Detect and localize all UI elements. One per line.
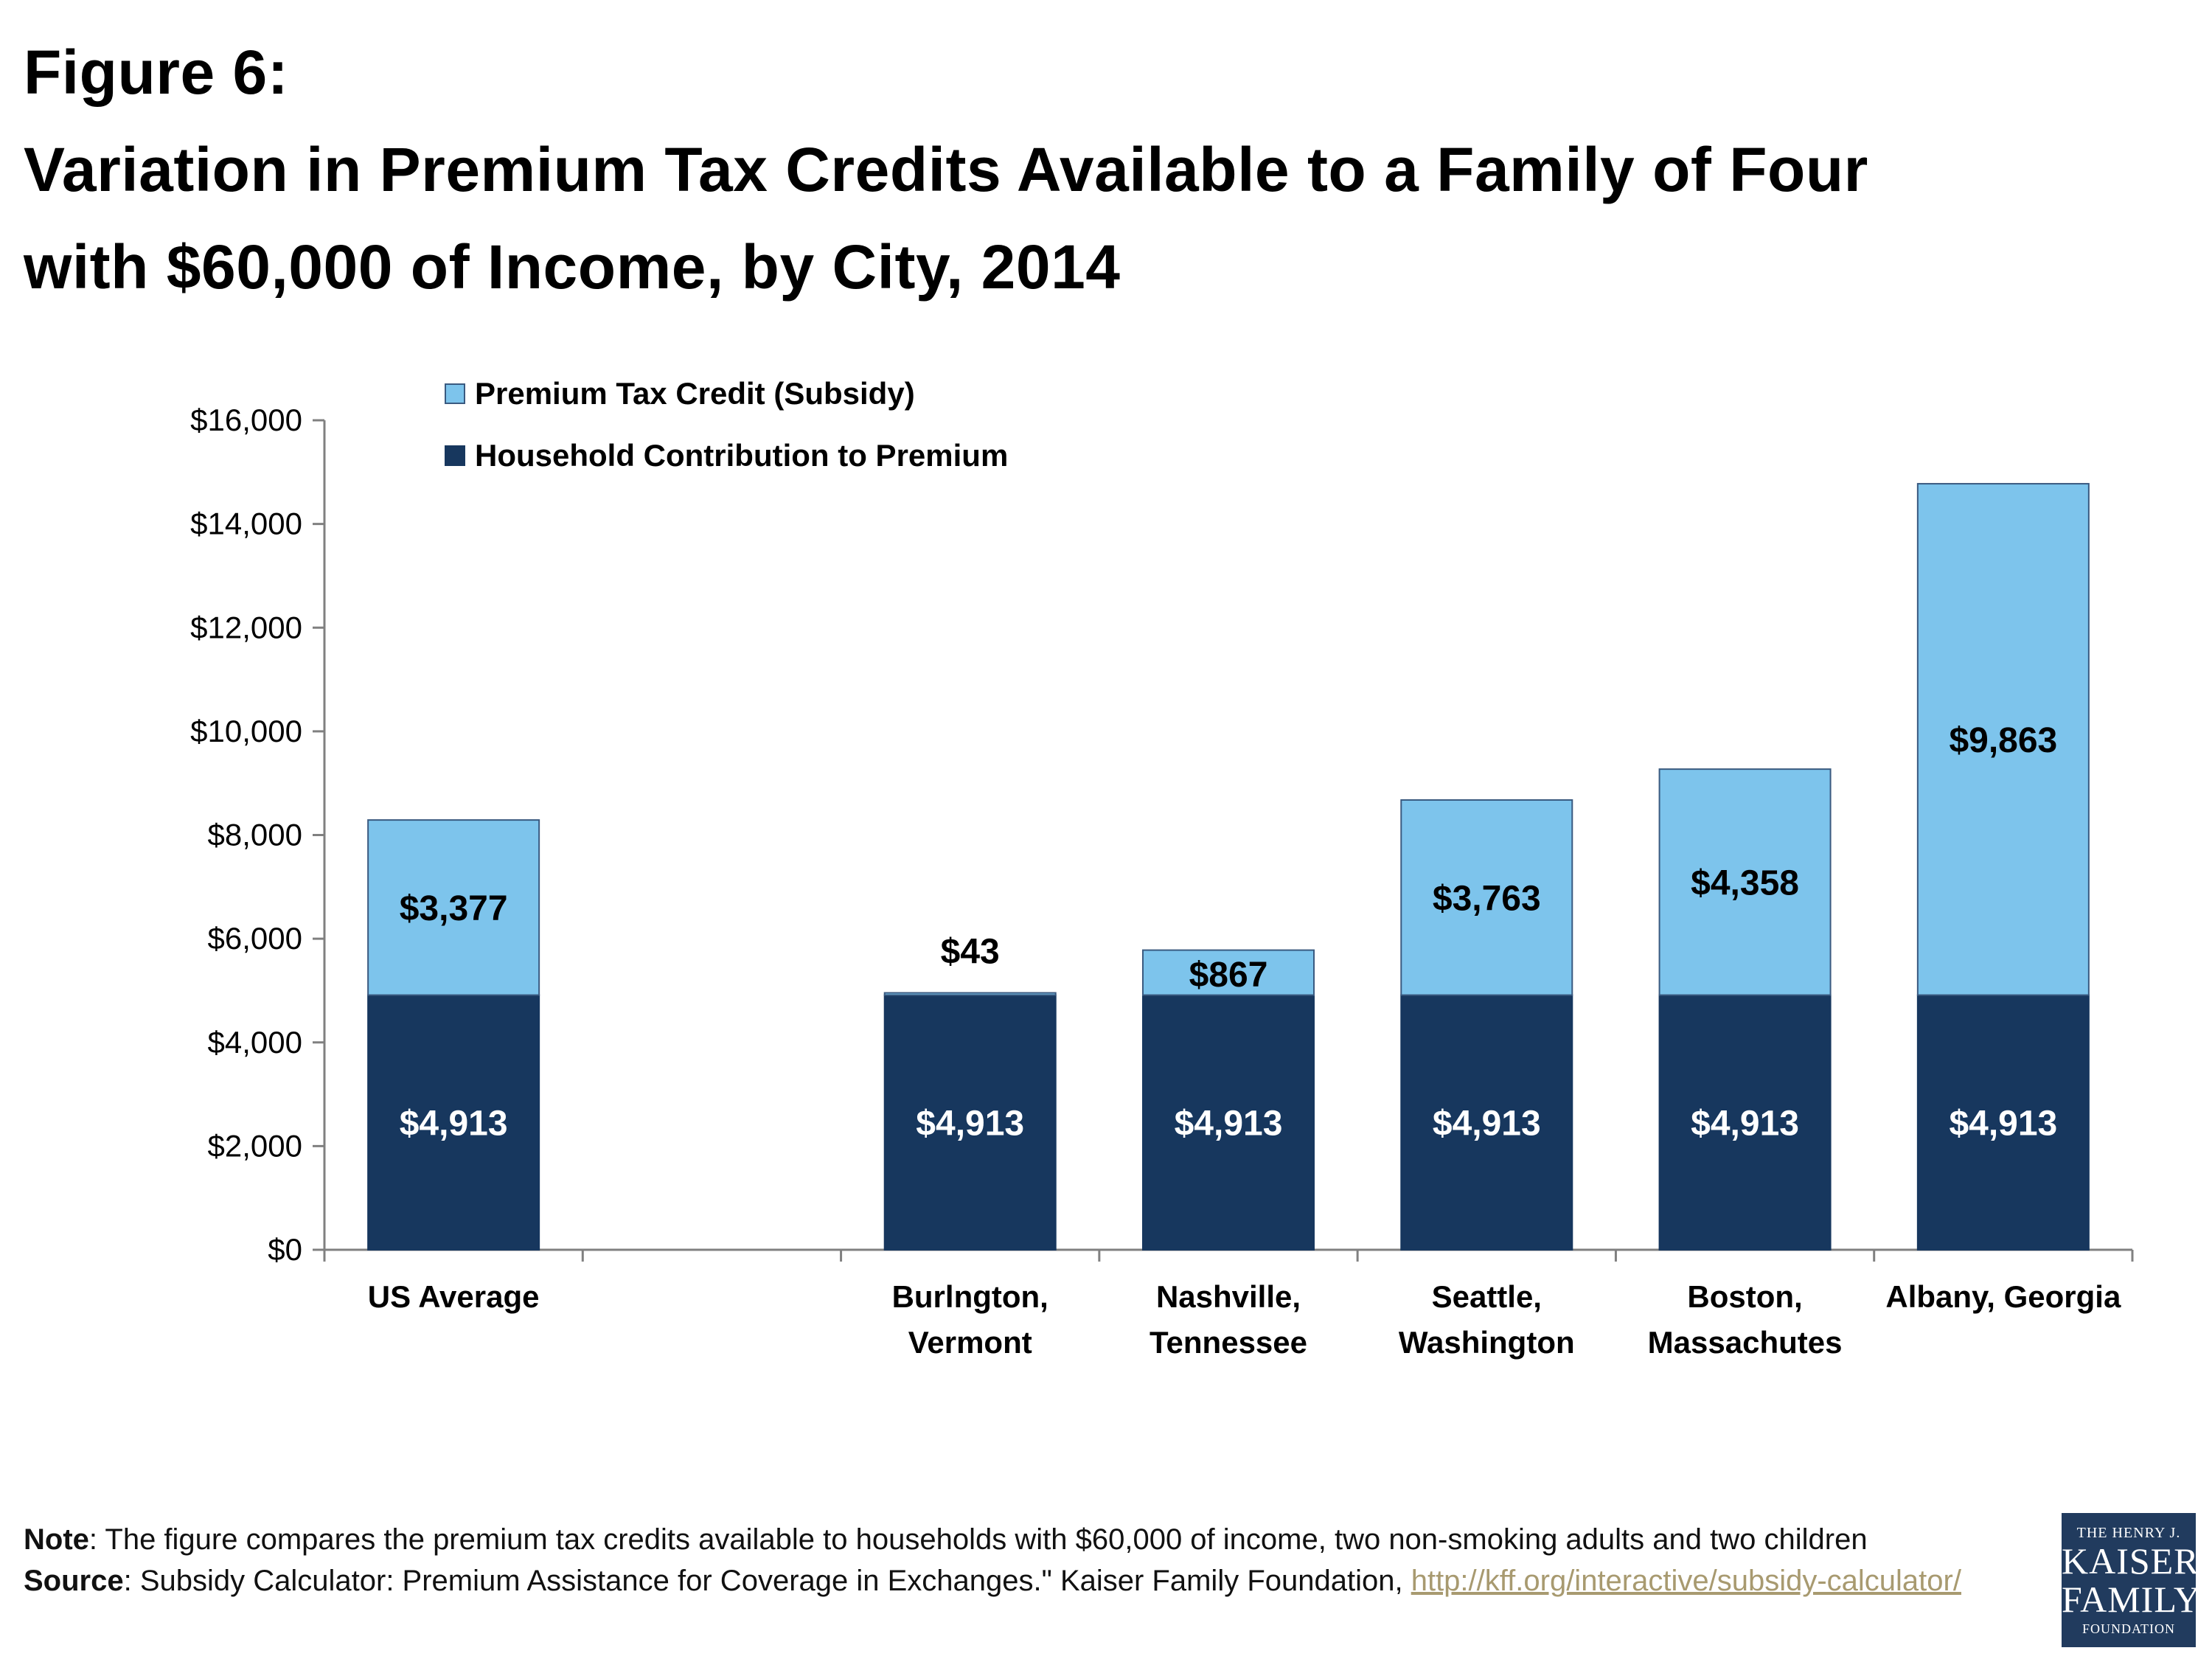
kff-logo: THE HENRY J. KAISER FAMILY FOUNDATION xyxy=(2062,1513,2201,1647)
logo-line-2: KAISER xyxy=(2062,1540,2199,1582)
y-tick-label: $10,000 xyxy=(190,714,302,748)
data-label-household: $4,913 xyxy=(400,1104,508,1143)
y-tick-label: $2,000 xyxy=(208,1128,302,1163)
data-label-subsidy: $4,358 xyxy=(1691,863,1799,902)
note-text: : The figure compares the premium tax cr… xyxy=(88,1523,1868,1556)
bar-household xyxy=(883,994,1057,1251)
y-tick-label: $12,000 xyxy=(190,610,302,644)
y-tick-label: $6,000 xyxy=(208,921,302,956)
logo-line-3: FAMILY xyxy=(2062,1579,2201,1620)
source-line: Source: Subsidy Calculator: Premium Assi… xyxy=(24,1560,2059,1601)
bar-subsidy xyxy=(1142,949,1315,996)
y-tick-label: $16,000 xyxy=(190,403,302,437)
bar-subsidy xyxy=(1400,799,1573,996)
x-category-label: Tennessee xyxy=(1150,1325,1307,1360)
source-text: : Subsidy Calculator: Premium Assistance… xyxy=(123,1565,1411,1597)
legend-swatch-subsidy xyxy=(445,383,465,404)
data-label-household: $4,913 xyxy=(1949,1104,2057,1143)
bar-household xyxy=(367,994,540,1251)
x-category-label: Seattle, xyxy=(1432,1279,1542,1314)
bar-subsidy xyxy=(1916,483,2090,996)
source-link[interactable]: http://kff.org/interactive/subsidy-calcu… xyxy=(1411,1565,1961,1597)
bar-subsidy xyxy=(1658,768,1832,996)
data-label-household: $4,913 xyxy=(1691,1104,1799,1143)
y-tick-label: $14,000 xyxy=(190,507,302,541)
x-category-label: Vermont xyxy=(908,1325,1032,1360)
footer-notes: Note: The figure compares the premium ta… xyxy=(24,1519,2059,1601)
y-tick-label: $8,000 xyxy=(208,818,302,852)
source-label: Source xyxy=(24,1565,124,1597)
data-label-household: $4,913 xyxy=(1175,1104,1283,1143)
x-category-label: Burlngton, xyxy=(892,1279,1048,1314)
x-category-label: Massachutes xyxy=(1648,1325,1843,1360)
data-label-subsidy: $43 xyxy=(941,933,1000,972)
y-tick-label: $0 xyxy=(268,1232,302,1267)
legend-label-household: Household Contribution to Premium xyxy=(475,438,1008,473)
logo-line-4: FOUNDATION xyxy=(2082,1621,2175,1636)
figure-number: Figure 6: xyxy=(24,38,289,107)
logo-line-1: THE HENRY J. xyxy=(2076,1525,2181,1541)
bar-household xyxy=(1658,994,1832,1251)
note-label: Note xyxy=(24,1523,89,1556)
data-label-subsidy: $867 xyxy=(1189,956,1268,995)
stacked-bar-chart: $0 $2,000 $4,000 $6,000 $8,000 $10,000 $12,000… xyxy=(190,376,2134,1360)
bar-household xyxy=(1916,994,2090,1251)
legend-swatch-household xyxy=(445,445,465,466)
title-line-2: Variation in Premium Tax Credits Availab… xyxy=(24,135,1868,204)
data-label-household: $4,913 xyxy=(1433,1104,1541,1143)
data-label-subsidy: $9,863 xyxy=(1949,721,2057,760)
x-category-label: Boston, xyxy=(1687,1279,1802,1314)
x-category-label: Washington xyxy=(1399,1325,1575,1360)
data-label-subsidy: $3,377 xyxy=(400,889,508,928)
data-label-subsidy: $3,763 xyxy=(1433,879,1541,918)
bar-household xyxy=(1400,994,1573,1251)
title-line-3: with $60,000 of Income, by City, 2014 xyxy=(24,232,1121,302)
bar-subsidy xyxy=(883,992,1057,996)
legend-label-subsidy: Premium Tax Credit (Subsidy) xyxy=(475,376,915,411)
data-label-household: $4,913 xyxy=(916,1104,1024,1143)
x-category-label: Albany, Georgia xyxy=(1885,1279,2121,1314)
bar-subsidy xyxy=(367,819,540,996)
x-category-label: Nashville, xyxy=(1156,1279,1301,1314)
figure-title: Figure 6: Variation in Premium Tax Credi… xyxy=(24,24,1868,316)
x-category-label: US Average xyxy=(368,1279,540,1314)
y-tick-label: $4,000 xyxy=(208,1025,302,1060)
note-line: Note: The figure compares the premium ta… xyxy=(24,1519,2059,1560)
